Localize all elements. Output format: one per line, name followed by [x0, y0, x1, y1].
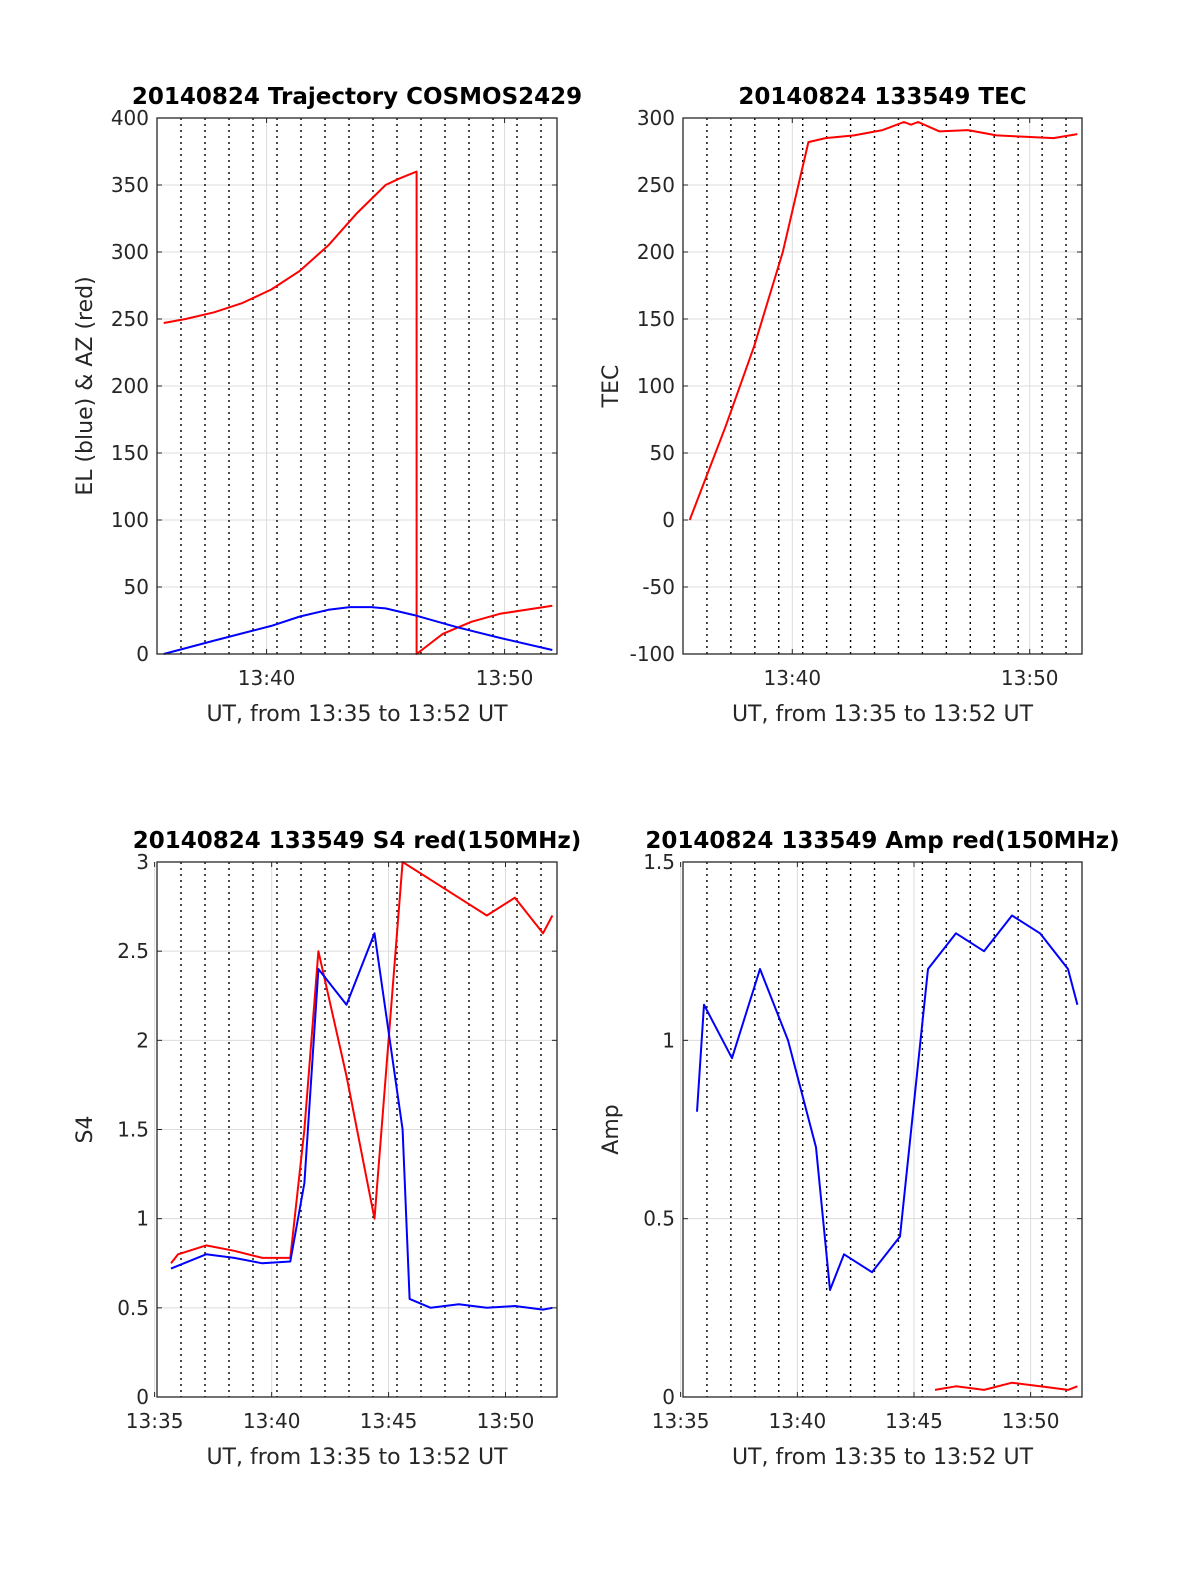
y-tick-label: 0.5	[643, 1207, 675, 1231]
y-axis-label: EL (blue) & AZ (red)	[73, 276, 98, 495]
y-tick-label: 150	[111, 441, 149, 465]
chart-panel-1: 0 50 100 150 200 250 300 350 400 13:40 13:50 201408…	[73, 84, 582, 727]
x-axis-label: UT, from 13:35 to 13:52 UT	[732, 702, 1034, 727]
y-axis-label: S4	[73, 1116, 98, 1144]
y-tick-label: 150	[637, 307, 675, 331]
x-axis-label: UT, from 13:35 to 13:52 UT	[206, 1445, 508, 1470]
y-tick-label: 250	[637, 173, 675, 197]
y-tick-label: 250	[111, 307, 149, 331]
y-tick-label: 0	[662, 508, 675, 532]
axes-frame	[682, 861, 1083, 1398]
y-tick-label: 0	[662, 1385, 675, 1409]
chart-panel-2: -100 -50 0 50 100 150 200 250 300 13:40 13:50 20140…	[599, 84, 1083, 727]
y-tick-label: 1.5	[117, 1118, 149, 1142]
chart-title: 20140824 133549 S4 red(150MHz)	[133, 828, 582, 854]
y-tick-label: -50	[642, 575, 675, 599]
y-tick-label: 0	[136, 1385, 149, 1409]
x-axis-label: UT, from 13:35 to 13:52 UT	[732, 1445, 1034, 1470]
x-tick-label: 13:40	[238, 666, 296, 690]
x-tick-label: 13:45	[360, 1409, 418, 1433]
y-tick-label: 2	[136, 1028, 149, 1052]
series-line-1	[696, 914, 1079, 1291]
y-tick-label: 3	[136, 850, 149, 874]
x-tick-label: 13:40	[769, 1409, 827, 1433]
series-line-1	[170, 861, 554, 1264]
y-tick-label: 50	[124, 575, 149, 599]
series-line-2	[163, 606, 553, 655]
y-tick-label: 1	[662, 1028, 675, 1052]
series-line-2	[170, 932, 553, 1311]
y-tick-label: -100	[630, 642, 675, 666]
y-axis-label: TEC	[599, 365, 624, 409]
x-tick-label: 13:35	[652, 1409, 710, 1433]
x-tick-label: 13:40	[763, 666, 821, 690]
y-tick-label: 100	[637, 374, 675, 398]
y-tick-label: 50	[650, 441, 675, 465]
x-tick-label: 13:35	[126, 1409, 184, 1433]
y-tick-label: 0	[136, 642, 149, 666]
y-tick-label: 200	[637, 240, 675, 264]
y-tick-label: 100	[111, 508, 149, 532]
y-tick-label: 1.5	[643, 850, 675, 874]
series-line-2	[934, 1381, 1078, 1391]
x-axis-label: UT, from 13:35 to 13:52 UT	[206, 702, 508, 727]
x-tick-label: 13:40	[243, 1409, 301, 1433]
x-tick-label: 13:50	[477, 1409, 535, 1433]
chart-title: 20140824 Trajectory COSMOS2429	[132, 84, 582, 110]
y-tick-label: 1	[136, 1207, 149, 1231]
y-tick-label: 0.5	[117, 1296, 149, 1320]
series-line-1	[688, 121, 1078, 521]
y-tick-label: 300	[637, 106, 675, 130]
chart-title: 20140824 133549 TEC	[738, 84, 1026, 110]
chart-title: 20140824 133549 Amp red(150MHz)	[645, 828, 1119, 854]
chart-panel-4: 0 0.5 1 1.5 13:35 13:40 13:45 13:50 20140824 133…	[599, 828, 1120, 1470]
x-tick-label: 13:50	[476, 666, 534, 690]
y-tick-label: 2.5	[117, 939, 149, 963]
y-tick-label: 300	[111, 240, 149, 264]
chart-panel-3: 0 0.5 1 1.5 2 2.5 3 13:35 13:40 13:45 13:50 2014082…	[73, 828, 581, 1470]
x-tick-label: 13:50	[1002, 1409, 1060, 1433]
y-axis-label: Amp	[599, 1104, 624, 1154]
y-tick-label: 350	[111, 173, 149, 197]
x-tick-label: 13:50	[1001, 666, 1059, 690]
y-tick-label: 200	[111, 374, 149, 398]
y-tick-label: 400	[111, 106, 149, 130]
x-tick-label: 13:45	[885, 1409, 943, 1433]
plot-area	[683, 862, 1082, 1397]
